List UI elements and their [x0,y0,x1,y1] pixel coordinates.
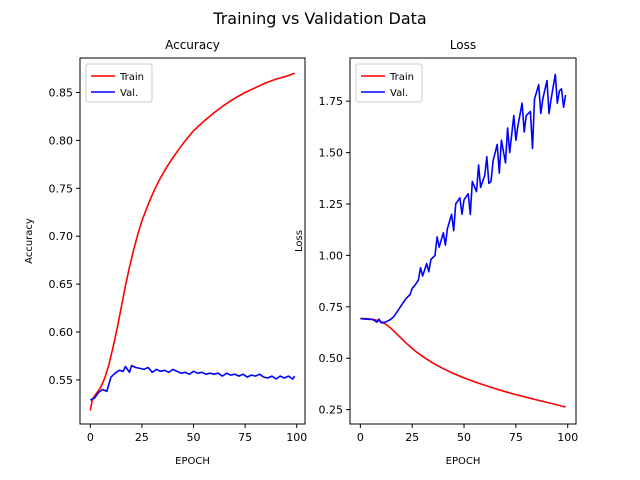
loss-ytick-label: 0.75 [319,301,344,314]
accuracy-ytick-label: 0.80 [49,134,74,147]
accuracy-ytick-label: 0.55 [49,374,74,387]
accuracy-ytick-label: 0.65 [49,278,74,291]
accuracy-ytick-label: 0.75 [49,182,74,195]
accuracy-series-val [89,364,296,401]
accuracy-chart-frame [79,57,306,425]
loss-ytick-label: 0.50 [319,352,344,365]
loss-ytick-label: 0.25 [319,404,344,417]
accuracy-chart-ylabel: Accuracy [24,218,35,264]
loss-chart-ticks: 0 25 50 75 100 0.25 0.50 0.75 1.00 1.25 1.50 1.75 [319,95,579,444]
legend-label-train: Train [389,72,414,83]
accuracy-chart-xlabel: EPOCH [175,456,210,467]
legend-box [85,63,153,103]
accuracy-chart-lines [89,72,296,411]
loss-chart-legend: Train Val. [355,63,423,103]
loss-xtick-label: 75 [509,431,523,444]
loss-xtick-label: 25 [405,431,419,444]
legend-label-val: Val. [390,88,408,99]
loss-chart-frame [349,57,577,425]
loss-chart-lines [360,73,567,408]
accuracy-xtick-label: 100 [286,431,307,444]
accuracy-chart: Accuracy EPOCH Accuracy 0 25 50 75 100 0.55 0.… [24,38,307,467]
loss-xtick-label: 100 [557,431,578,444]
accuracy-ytick-label: 0.70 [49,230,74,243]
accuracy-xtick-label: 0 [87,431,94,444]
accuracy-chart-title: Accuracy [165,38,220,52]
loss-chart-ylabel: Loss [294,230,305,252]
loss-ytick-label: 1.75 [319,95,344,108]
figure-suptitle: Training vs Validation Data [212,9,426,28]
loss-chart-title: Loss [450,38,476,52]
legend-label-train: Train [119,72,144,83]
accuracy-ytick-label: 0.85 [49,86,74,99]
accuracy-chart-legend: Train Val. [85,63,153,103]
loss-ytick-label: 1.00 [319,249,344,262]
loss-ytick-label: 1.50 [319,147,344,160]
accuracy-ytick-label: 0.60 [49,326,74,339]
loss-ytick-label: 1.25 [319,198,344,211]
accuracy-xtick-label: 50 [187,431,201,444]
loss-xtick-label: 0 [357,431,364,444]
accuracy-series-train [89,72,295,411]
accuracy-xtick-label: 25 [135,431,149,444]
legend-label-val: Val. [120,88,138,99]
loss-chart-xlabel: EPOCH [446,456,481,467]
legend-box [355,63,423,103]
accuracy-chart-ticks: 0 25 50 75 100 0.55 0.60 0.65 0.70 0.75 0.80 0.85 [49,86,308,444]
loss-series-val [360,73,567,324]
accuracy-xtick-label: 75 [238,431,252,444]
loss-xtick-label: 50 [457,431,471,444]
loss-series-train [360,317,566,408]
loss-chart: Loss EPOCH Loss 0 25 50 75 100 0.25 0.50 0.75 1.… [294,38,578,467]
